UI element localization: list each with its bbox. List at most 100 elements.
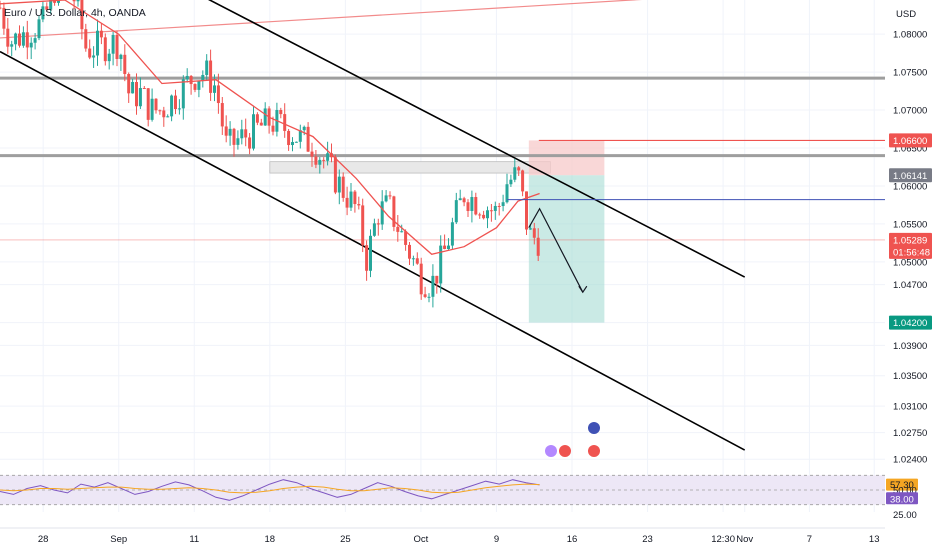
candle-body: [162, 110, 166, 118]
candle-body: [131, 81, 135, 94]
chart-title: Euro / U.S. Dollar, 4h, OANDA: [4, 7, 146, 19]
projection-arrow[interactable]: [528, 207, 588, 294]
rsi-ma-label: 38.00: [890, 494, 914, 505]
candle-body: [454, 200, 458, 223]
candle-body: [521, 170, 525, 192]
candle-body: [341, 176, 345, 198]
trendlines[interactable]: [0, 0, 885, 451]
date-tick-label: 28: [38, 534, 49, 545]
candle-body: [88, 48, 92, 58]
candle-body: [423, 294, 427, 297]
candle-body: [49, 0, 53, 10]
price-tick-label: 1.08000: [893, 30, 927, 41]
take-profit-zone: [528, 175, 605, 323]
candle-body: [25, 32, 29, 48]
us-flag-icon[interactable]: [588, 445, 600, 457]
candle-body: [302, 126, 306, 131]
candle-body: [135, 81, 138, 107]
price-badge: [889, 133, 932, 148]
candle-body: [142, 88, 146, 90]
trendline[interactable]: [0, 0, 885, 39]
event-icon[interactable]: [588, 422, 600, 434]
candle-body: [166, 116, 170, 118]
trendline[interactable]: [151, 0, 746, 278]
moving-average-line: [0, 0, 540, 256]
candle-body: [384, 195, 388, 202]
projection-path[interactable]: [528, 207, 584, 293]
price-tick-label: 1.02750: [893, 428, 927, 439]
candle-body: [532, 228, 536, 238]
candle-body: [333, 157, 337, 193]
candles: [0, 0, 540, 308]
candle-body: [255, 114, 259, 123]
time-axis[interactable]: 28 Sep 11 18 25 Oct 9 16 23 12:30 Nov 7 13: [0, 527, 885, 545]
candle-body: [306, 126, 310, 152]
candle-body: [240, 129, 244, 139]
candle-body: [2, 7, 6, 29]
candle-body: [439, 245, 443, 284]
candle-body: [96, 30, 99, 56]
candle-body: [458, 198, 462, 201]
candle-body: [33, 38, 37, 43]
price-tick-label: 1.07000: [893, 106, 927, 117]
candle-body: [10, 44, 14, 47]
symbol-title: Euro / U.S. Dollar, 4h, OANDA: [4, 7, 146, 19]
candle-body: [29, 42, 33, 48]
price-axis[interactable]: 1.08000 1.07500 1.07000 1.06500 1.06000 1.055…: [885, 0, 932, 528]
candle-body: [189, 75, 193, 85]
candle-body: [361, 205, 365, 246]
price-badge: [889, 232, 932, 259]
candle-body: [57, 0, 60, 3]
candle-body: [415, 258, 419, 264]
candle-body: [517, 167, 521, 171]
candle-body: [318, 159, 322, 165]
candle-body: [450, 222, 454, 246]
candle-body: [41, 6, 45, 20]
candle-body: [470, 197, 474, 211]
candle-body: [154, 98, 158, 111]
candle-body: [486, 210, 489, 219]
candle-body: [185, 75, 189, 80]
price-axis-bg: [885, 0, 932, 528]
candle-body: [528, 228, 532, 230]
candle-body: [220, 103, 224, 127]
candle-body: [181, 79, 185, 109]
candle-body: [337, 176, 341, 193]
rsi-ma-badge: [886, 492, 918, 505]
candle-body: [236, 138, 240, 145]
price-tick-label: 1.07500: [893, 68, 927, 79]
candle-body: [170, 95, 174, 117]
candle-body: [177, 108, 181, 110]
us-flag-icon[interactable]: [559, 445, 571, 457]
projection-arrowhead: [578, 285, 588, 294]
candle-body: [263, 108, 267, 126]
candle-body: [345, 197, 349, 208]
candle-body: [53, 0, 57, 3]
trendline[interactable]: [0, 50, 746, 451]
candle-body: [525, 191, 528, 230]
candle-body: [158, 110, 162, 112]
rsi-value-badge: [886, 478, 918, 491]
price-badge-label: 1.05289: [893, 235, 927, 246]
candle-body: [474, 197, 478, 215]
horizontal-lines[interactable]: [0, 76, 885, 241]
date-tick-label: Oct: [414, 534, 429, 545]
candle-body: [205, 60, 209, 75]
lightning-icon[interactable]: [545, 445, 557, 457]
rsi-tick-label: 25.00: [893, 510, 917, 521]
candle-body: [365, 245, 369, 271]
date-tick-label: 16: [567, 534, 578, 545]
candle-body: [291, 142, 294, 146]
candle-body: [400, 231, 404, 233]
candle-body: [326, 153, 330, 161]
candle-body: [216, 85, 220, 104]
candle-body: [411, 258, 415, 260]
candle-body: [252, 114, 255, 149]
candle-body: [209, 60, 213, 93]
rsi-tick-label: 50.00: [893, 486, 917, 497]
economic-events[interactable]: [545, 422, 600, 457]
candle-body: [443, 245, 447, 250]
candle-body: [201, 74, 205, 81]
